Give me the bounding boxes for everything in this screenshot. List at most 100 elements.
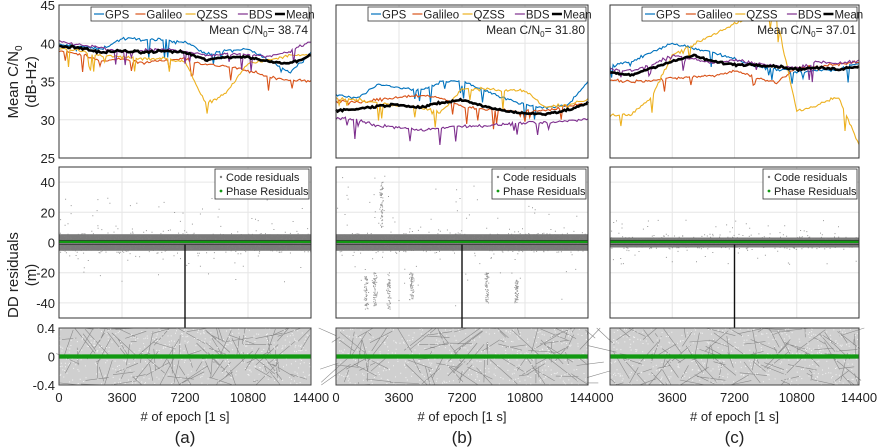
y-tick-label: 30 [41, 113, 55, 128]
y-label-cn0-unit: (dB-Hz) [23, 56, 40, 108]
legend-label-mean: Mean [834, 10, 863, 22]
x-tick-label: 14400 [293, 390, 329, 405]
y-tick-label: 0 [48, 350, 55, 365]
axes-frame [58, 327, 312, 386]
legend-label-bds: BDS [249, 10, 273, 22]
series-line-galileo [58, 49, 312, 91]
x-tick-label: 10800 [507, 390, 543, 405]
panel-label: (a) [175, 428, 196, 447]
y-tick-label: -40 [36, 296, 55, 311]
x-tick-label: 0 [332, 390, 339, 405]
axes-frame [335, 4, 589, 159]
y-label-dd-unit: (m) [23, 264, 40, 287]
legend-box [491, 168, 587, 200]
series-line-mean [59, 44, 312, 65]
x-tick-label: 0 [55, 390, 62, 405]
mean-cn0-annotation: Mean C/N0= 31.80 [486, 23, 585, 39]
svg-text:Mean C/N0: Mean C/N0 [5, 45, 25, 119]
y-label-dd-main: DD residuals [5, 232, 22, 318]
phase-residual-band [610, 354, 859, 359]
legend-label-qzss: QZSS [474, 10, 506, 22]
axes-frame [335, 327, 589, 386]
zoom-residual-plot: 0 3600 7200 10800 14400 [588, 327, 877, 405]
panel-label: (c) [725, 428, 745, 447]
x-tick-label: 14400 [841, 390, 877, 405]
x-tick-label: 3600 [385, 390, 414, 405]
legend-label-phase: Phase Residuals [503, 186, 586, 198]
x-tick-label: 7200 [171, 390, 200, 405]
y-label-cn0-main: Mean C/N [5, 51, 22, 119]
legend-residuals: Code residuals Phase Residuals [214, 168, 310, 200]
series-line-mean [335, 97, 590, 117]
legend-cn0: GPS Galileo QZSS BDS Mean [90, 6, 315, 22]
mean-cn0-annotation: Mean C/N0= 37.01 [757, 23, 856, 39]
legend-marker-phase [496, 189, 500, 193]
legend-label-phase: Phase Residuals [774, 186, 857, 198]
annotation-sub: 0 [811, 30, 816, 39]
x-tick-label: 0 [606, 390, 613, 405]
phase-residual-band [336, 354, 588, 359]
code-residual-speckle [59, 327, 311, 386]
legend-label-bds: BDS [526, 10, 550, 22]
annotation-prefix: Mean C/N [209, 23, 263, 37]
legend-marker-phase [767, 189, 771, 193]
x-tick-label: 14400 [570, 390, 606, 405]
zoom-residual-plot: -0.400.40 3600 7200 10800 14400 [33, 321, 329, 405]
y-tick-label: 20 [41, 205, 55, 220]
legend-cn0: GPS Galileo QZSS BDS Mean [641, 6, 863, 22]
y-tick-label: 25 [41, 151, 55, 166]
series-line-qzss [335, 86, 589, 128]
y-axis-label-dd: DD residuals (m) [5, 232, 40, 318]
legend-cn0: GPS Galileo QZSS BDS Mean [367, 6, 592, 22]
x-axis-label: # of epoch [1 s] [418, 409, 507, 424]
dd-residual-plot: Code residuals Phase Residuals -40 -20 0 20 40 [36, 166, 312, 319]
legend-box [214, 168, 310, 200]
series-line-galileo [335, 93, 589, 130]
legend-marker-code [219, 175, 223, 179]
series-line-qzss [609, 11, 860, 145]
legend-label-galileo: Galileo [423, 10, 459, 22]
legend-marker-phase [219, 189, 223, 193]
y-tick-label: 35 [41, 75, 55, 90]
legend-label-bds: BDS [798, 10, 822, 22]
annotation-prefix: Mean C/N [757, 23, 811, 37]
x-axis-label: # of epoch [1 s] [690, 409, 779, 424]
y-tick-label: -0.4 [33, 378, 55, 393]
legend-box [367, 6, 587, 22]
y-tick-label: 45 [41, 0, 55, 13]
legend-label-code: Code residuals [503, 172, 577, 184]
legend-label-qzss: QZSS [746, 10, 778, 22]
series-line-bds [335, 116, 589, 145]
legend-marker-code [767, 175, 771, 179]
annotation-value: = 37.01 [816, 23, 857, 37]
legend-residuals: Code residuals Phase Residuals [762, 168, 858, 200]
annotation-prefix: Mean C/N [486, 23, 540, 37]
x-tick-label: 7200 [720, 390, 749, 405]
legend-label-gps: GPS [105, 10, 130, 22]
annotation-sub: 0 [263, 30, 268, 39]
legend-marker-code [496, 175, 500, 179]
zoom-residual-plot: 0 3600 7200 10800 14400 [318, 327, 614, 405]
series-line-mean [609, 53, 860, 78]
y-tick-label: 0.4 [37, 321, 55, 336]
phase-residual-band [59, 239, 311, 243]
panel-label: (b) [452, 428, 473, 447]
code-residual-speckle [610, 327, 860, 386]
mean-cn0-annotation: Mean C/N0= 38.74 [209, 23, 308, 39]
legend-label-galileo: Galileo [146, 10, 182, 22]
annotation-sub: 0 [540, 30, 545, 39]
y-label-cn0-sub: 0 [14, 45, 25, 51]
x-tick-label: 7200 [448, 390, 477, 405]
y-axis-label-cn0: Mean C/N0 (dB-Hz) [5, 45, 40, 119]
legend-label-code: Code residuals [226, 172, 300, 184]
y-tick-label: 0 [48, 236, 55, 251]
axes-frame [58, 4, 312, 159]
annotation-value: = 31.80 [545, 23, 586, 37]
series-line-gps [609, 42, 860, 84]
legend-label-mean: Mean [286, 10, 315, 22]
